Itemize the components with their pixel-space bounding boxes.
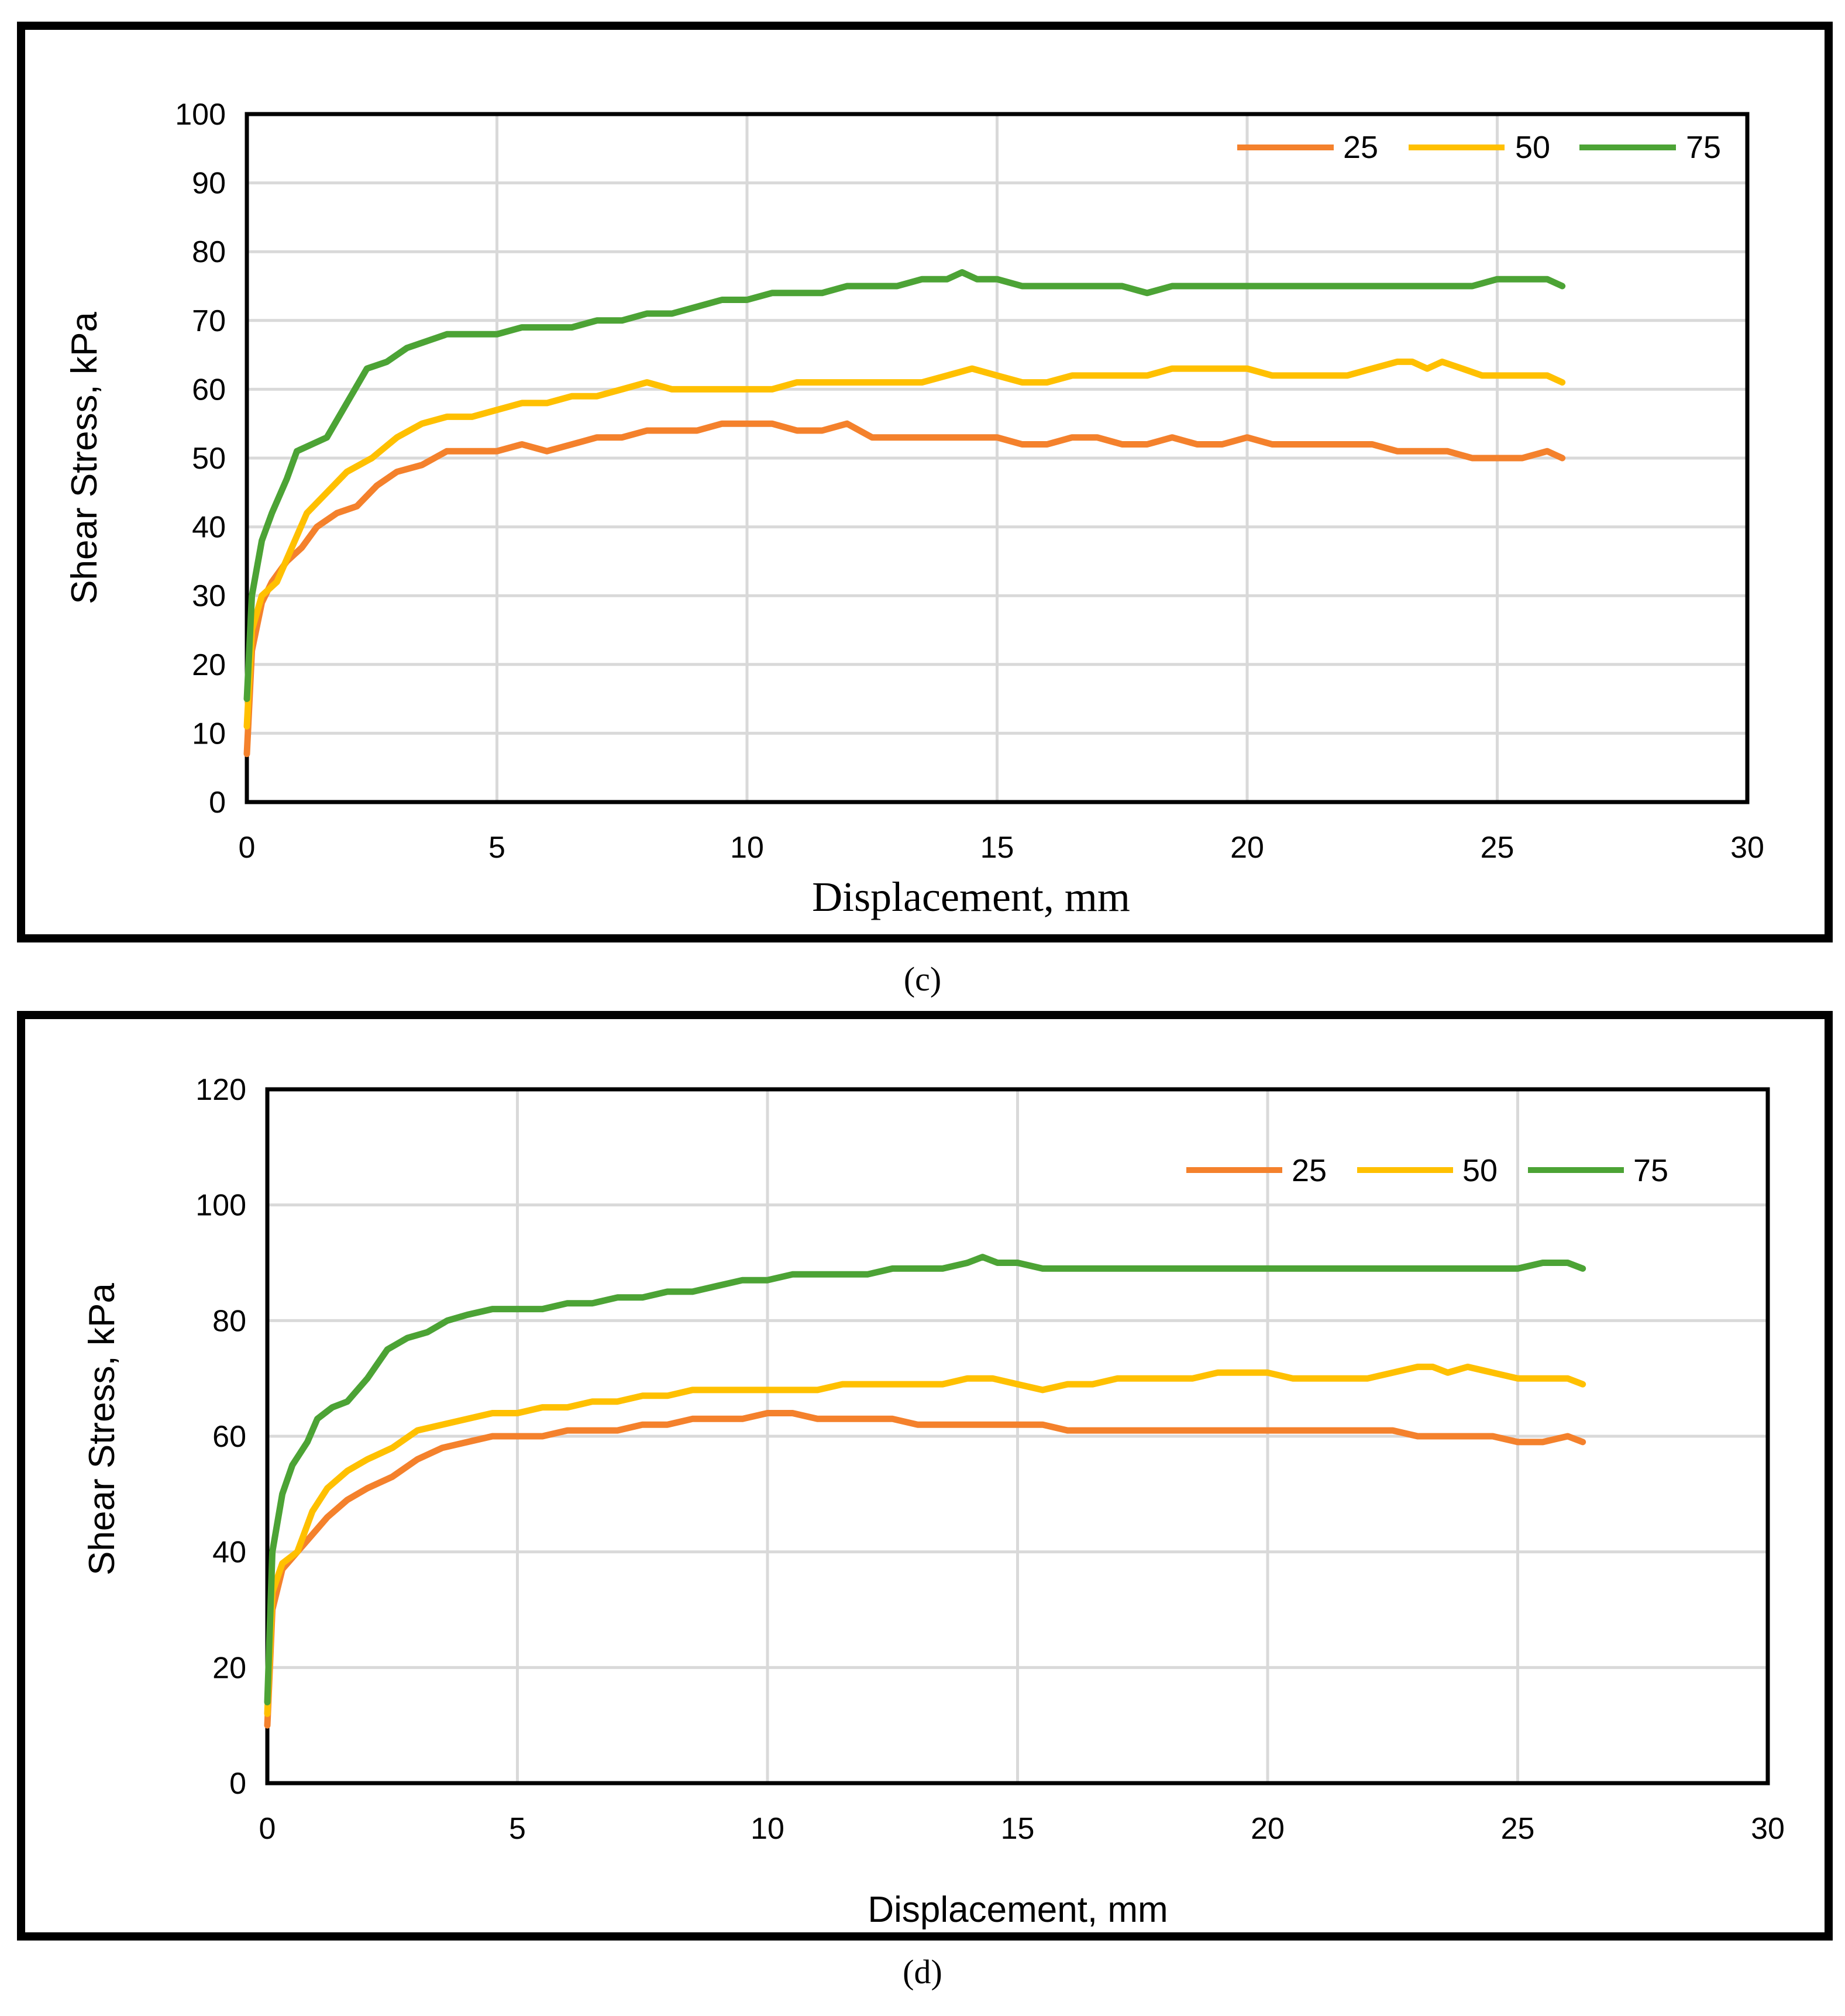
legend-label-25: 25 xyxy=(1292,1153,1327,1188)
y-tick-label: 0 xyxy=(229,1767,246,1801)
panel-d-frame xyxy=(17,1011,1833,1941)
x-tick-label: 10 xyxy=(751,1812,784,1846)
panel-d-y-ticks: 0 20 40 60 80 100 120 xyxy=(195,1073,246,1801)
legend-label-50: 50 xyxy=(1515,130,1550,165)
x-tick-label: 10 xyxy=(730,831,764,865)
y-tick-label: 100 xyxy=(195,1189,246,1223)
y-tick-label: 90 xyxy=(192,167,226,201)
y-tick-label: 100 xyxy=(175,98,226,132)
panel-c-plot-area xyxy=(245,112,1750,804)
panel-d-gridlines xyxy=(267,1089,1768,1783)
series-line-75 xyxy=(243,269,1566,703)
x-tick-label: 15 xyxy=(980,831,1014,865)
x-tick-label: 20 xyxy=(1251,1812,1285,1846)
panel-d-series xyxy=(264,1254,1586,1729)
x-tick-label: 0 xyxy=(259,1812,276,1846)
panel-c-series xyxy=(243,269,1566,758)
panel-c-x-axis-label: Displacement, mm xyxy=(812,873,1130,920)
y-tick-label: 60 xyxy=(212,1420,246,1454)
series-line-25 xyxy=(264,1410,1586,1729)
series-line-50 xyxy=(243,358,1566,730)
panel-d-x-ticks: 0 5 10 15 20 25 30 xyxy=(259,1812,1785,1846)
panel-d-plot-area xyxy=(265,1087,1770,1785)
x-tick-label: 5 xyxy=(509,1812,526,1846)
y-tick-label: 0 xyxy=(209,786,226,820)
panel-c: 0 10 20 30 40 50 60 70 80 90 100 0 5 10 15 20 25 30 Shea… xyxy=(17,22,1833,942)
y-tick-label: 40 xyxy=(192,511,226,545)
y-tick-label: 40 xyxy=(212,1536,246,1570)
panel-d-legend: 25 50 75 xyxy=(1186,1153,1668,1188)
legend-label-50: 50 xyxy=(1462,1153,1498,1188)
panel-c-frame xyxy=(17,22,1833,942)
x-tick-label: 30 xyxy=(1730,831,1764,865)
x-tick-label: 15 xyxy=(1001,1812,1035,1846)
x-tick-label: 25 xyxy=(1501,1812,1535,1846)
legend-label-75: 75 xyxy=(1686,130,1721,165)
series-line-75 xyxy=(264,1254,1586,1706)
x-tick-label: 0 xyxy=(239,831,256,865)
panel-d-caption: (d) xyxy=(903,1953,942,1991)
y-tick-label: 30 xyxy=(192,579,226,613)
y-tick-label: 70 xyxy=(192,304,226,338)
panel-d: 0 20 40 60 80 100 120 0 5 10 15 20 25 30 Shear Stres… xyxy=(17,1011,1833,1941)
panel-c-legend: 25 50 75 xyxy=(1237,130,1721,165)
panel-c-y-ticks: 0 10 20 30 40 50 60 70 80 90 100 xyxy=(175,98,226,820)
panel-c-caption: (c) xyxy=(904,960,941,998)
series-line-25 xyxy=(243,420,1566,758)
legend-label-25: 25 xyxy=(1343,130,1378,165)
x-tick-label: 25 xyxy=(1481,831,1514,865)
panel-d-y-axis-label: Shear Stress, kPa xyxy=(82,1283,122,1575)
panel-d-x-axis-label: Displacement, mm xyxy=(868,1890,1168,1930)
y-tick-label: 120 xyxy=(195,1073,246,1107)
legend-label-75: 75 xyxy=(1633,1153,1668,1188)
y-tick-label: 20 xyxy=(212,1651,246,1685)
panel-c-gridlines xyxy=(247,114,1747,802)
panel-c-y-axis-label: Shear Stress, kPa xyxy=(64,312,105,604)
y-tick-label: 80 xyxy=(212,1304,246,1338)
x-tick-label: 20 xyxy=(1230,831,1264,865)
y-tick-label: 20 xyxy=(192,648,226,682)
x-tick-label: 30 xyxy=(1751,1812,1785,1846)
y-tick-label: 10 xyxy=(192,717,226,751)
series-line-50 xyxy=(264,1363,1586,1717)
y-tick-label: 80 xyxy=(192,235,226,269)
x-tick-label: 5 xyxy=(488,831,505,865)
y-tick-label: 60 xyxy=(192,373,226,407)
panel-c-x-ticks: 0 5 10 15 20 25 30 xyxy=(239,831,1764,865)
y-tick-label: 50 xyxy=(192,442,226,476)
